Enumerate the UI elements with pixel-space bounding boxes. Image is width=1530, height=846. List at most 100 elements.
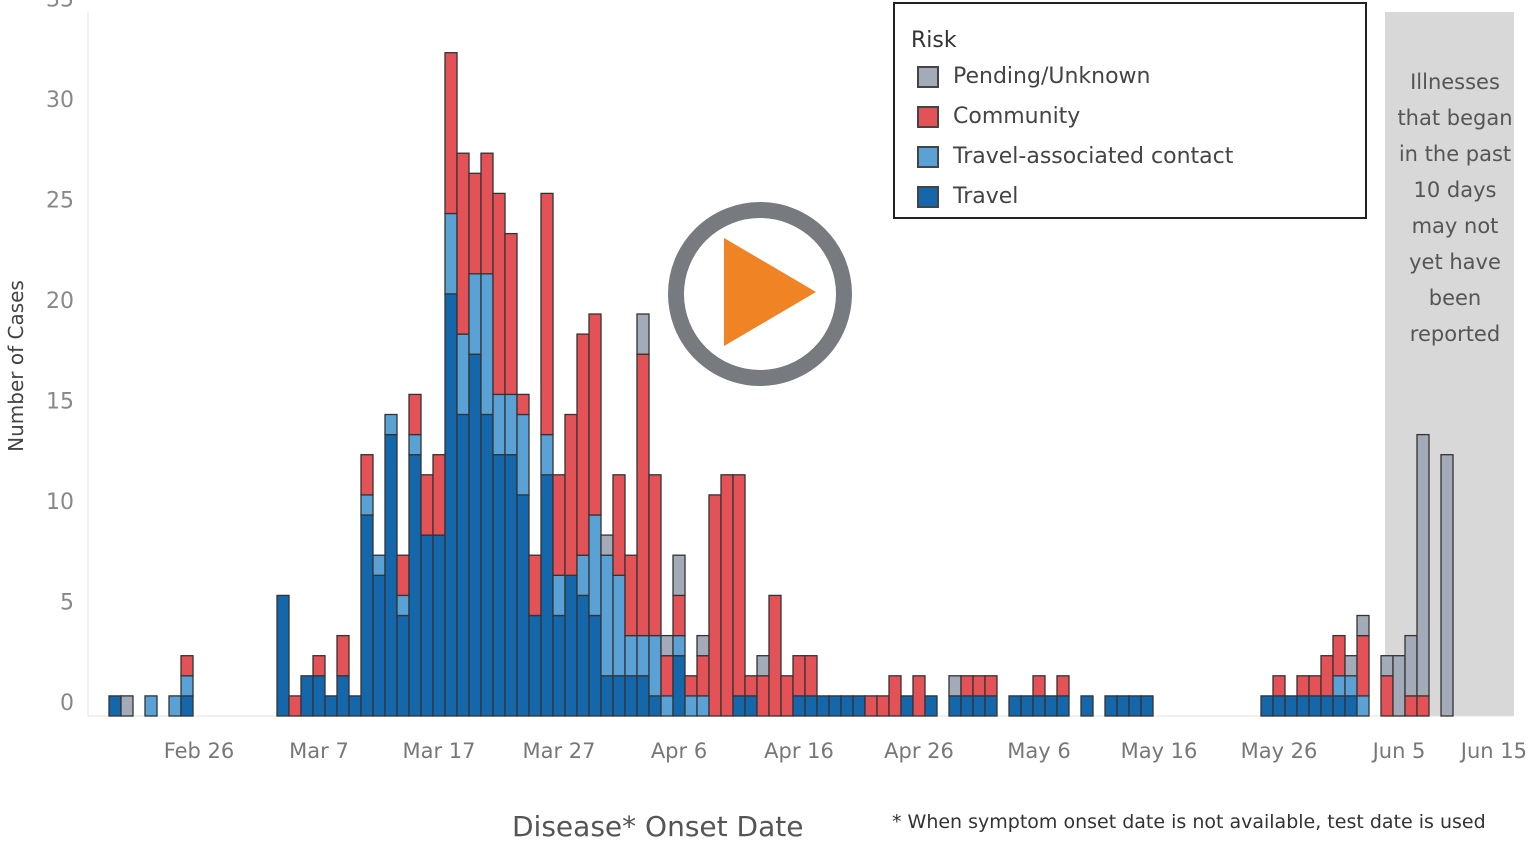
bar-segment bbox=[504, 232, 518, 396]
bar-segment bbox=[1416, 433, 1430, 697]
bar-segment bbox=[756, 675, 770, 717]
bar-segment bbox=[552, 614, 566, 717]
bar-segment bbox=[444, 293, 458, 717]
bar-segment bbox=[576, 554, 590, 597]
bar-segment bbox=[744, 695, 758, 717]
bar-segment bbox=[444, 52, 458, 215]
legend-label-travel-contact: Travel-associated contact bbox=[953, 144, 1234, 169]
bar-segment bbox=[1332, 675, 1346, 697]
y-tick-label: 30 bbox=[46, 88, 74, 113]
bar-segment bbox=[1404, 695, 1418, 717]
bar-segment bbox=[612, 574, 626, 677]
bar-segment bbox=[864, 695, 878, 717]
bar-segment bbox=[528, 554, 542, 617]
play-button[interactable] bbox=[658, 192, 862, 396]
bar-segment bbox=[972, 695, 986, 717]
y-tick-label: 25 bbox=[46, 189, 74, 214]
y-axis-title: Number of Cases bbox=[4, 280, 28, 452]
bar-segment bbox=[684, 695, 698, 717]
x-tick-label: Jun 5 bbox=[1371, 739, 1426, 763]
legend-swatch-travel-contact bbox=[917, 146, 939, 168]
bar-segment bbox=[756, 655, 770, 677]
y-tick-label: 0 bbox=[60, 691, 74, 716]
bar-segment bbox=[348, 695, 362, 717]
bar-segment bbox=[1032, 695, 1046, 717]
bar-segment bbox=[1020, 695, 1034, 717]
bar-segment bbox=[612, 675, 626, 717]
bar-segment bbox=[408, 393, 422, 436]
bar-segment bbox=[804, 695, 818, 717]
bar-segment bbox=[420, 534, 434, 717]
bar-segment bbox=[672, 634, 686, 657]
bar-segment bbox=[120, 695, 134, 717]
bar-segment bbox=[1416, 695, 1430, 717]
bar-segment bbox=[660, 634, 674, 657]
bar-segment bbox=[1008, 695, 1022, 717]
bar-segment bbox=[336, 634, 350, 677]
bar-segment bbox=[1272, 695, 1286, 717]
legend-swatch-community bbox=[917, 106, 939, 128]
bar-segment bbox=[384, 413, 398, 436]
y-axis-ticks: 0 5 10 15 20 25 30 35 bbox=[46, 0, 74, 716]
bar-segment bbox=[516, 494, 530, 717]
bar-segment bbox=[492, 393, 506, 456]
bar-segment bbox=[612, 474, 626, 576]
x-tick-label: Jun 15 bbox=[1459, 739, 1527, 763]
bar-segment bbox=[408, 454, 422, 717]
bar-segment bbox=[408, 433, 422, 456]
bar-segment bbox=[396, 594, 410, 617]
bar-segment bbox=[456, 152, 470, 335]
bar-segment bbox=[840, 695, 854, 717]
bar-segment bbox=[432, 534, 446, 717]
x-tick-label: Mar 7 bbox=[289, 739, 349, 763]
bar-segment bbox=[456, 333, 470, 416]
bar-segment bbox=[480, 152, 494, 275]
bar-segment bbox=[384, 433, 398, 717]
bar-segment bbox=[924, 695, 938, 717]
bar-segment bbox=[600, 534, 614, 556]
stacked-bars bbox=[108, 52, 1454, 717]
x-tick-label: Apr 26 bbox=[884, 739, 954, 763]
bar-segment bbox=[564, 574, 578, 717]
bar-segment bbox=[732, 695, 746, 717]
bar-segment bbox=[768, 594, 782, 717]
bar-segment bbox=[624, 675, 638, 717]
legend-swatch-pending bbox=[917, 66, 939, 88]
x-tick-label: May 6 bbox=[1007, 739, 1070, 763]
bar-segment bbox=[1104, 695, 1118, 717]
bar-segment bbox=[312, 655, 326, 677]
bar-segment bbox=[600, 675, 614, 717]
bar-segment bbox=[1404, 634, 1418, 697]
bar-segment bbox=[324, 695, 338, 717]
bar-segment bbox=[588, 514, 602, 617]
bar-segment bbox=[180, 675, 194, 697]
bar-segment bbox=[576, 333, 590, 556]
bar-segment bbox=[636, 634, 650, 677]
x-tick-label: Apr 16 bbox=[764, 739, 834, 763]
bar-segment bbox=[684, 675, 698, 697]
bar-segment bbox=[276, 594, 290, 717]
bar-segment bbox=[636, 313, 650, 355]
bar-segment bbox=[1308, 695, 1322, 717]
bar-segment bbox=[552, 474, 566, 576]
bar-segment bbox=[528, 614, 542, 717]
bar-segment bbox=[672, 655, 686, 717]
bar-segment bbox=[1272, 675, 1286, 697]
bar-segment bbox=[912, 675, 926, 717]
legend-title: Risk bbox=[911, 28, 957, 53]
bar-segment bbox=[1260, 695, 1274, 717]
legend-label-travel: Travel bbox=[953, 184, 1019, 209]
bar-segment bbox=[480, 273, 494, 416]
bar-segment bbox=[672, 554, 686, 597]
bar-segment bbox=[1320, 695, 1334, 717]
shaded-region-note: Illnesses that began in the past 10 days… bbox=[1397, 70, 1513, 346]
bar-segment bbox=[1032, 675, 1046, 697]
bar-segment bbox=[1284, 695, 1298, 717]
bar-segment bbox=[552, 574, 566, 617]
play-icon[interactable] bbox=[658, 192, 862, 396]
bar-segment bbox=[1332, 634, 1346, 677]
bar-segment bbox=[396, 554, 410, 597]
bar-segment bbox=[648, 634, 662, 697]
bar-segment bbox=[492, 192, 506, 396]
